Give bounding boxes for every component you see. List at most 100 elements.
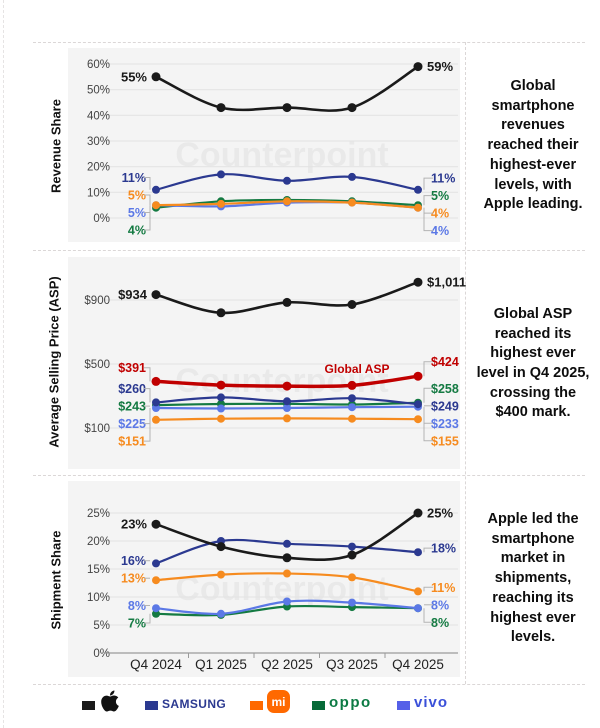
y-tick-label: 30% <box>87 136 110 148</box>
apple-start-label: 23% <box>121 517 147 532</box>
apple-point <box>151 290 161 300</box>
label-leader-line <box>423 387 433 403</box>
oppo-start-label: 4% <box>128 224 146 238</box>
samsung-point <box>283 397 291 406</box>
mi-point <box>414 415 422 424</box>
apple-point <box>282 553 292 563</box>
watermark: Counterpoint <box>175 136 388 174</box>
mi-start-label: $151 <box>118 435 146 449</box>
note-revenue: Global smartphone revenues reached their… <box>468 48 598 244</box>
vivo-point <box>152 604 160 613</box>
legend-oppo-swatch <box>312 701 325 710</box>
apple-point <box>151 72 161 82</box>
apple-point <box>413 508 423 518</box>
samsung-point <box>283 539 291 548</box>
mi-point <box>217 570 225 579</box>
apple-point <box>216 542 226 552</box>
apple-point <box>216 308 226 318</box>
label-leader-line <box>423 361 433 377</box>
apple-end-label: 25% <box>427 506 453 521</box>
mi-end-label: 4% <box>431 207 449 221</box>
oppo-start-label: 7% <box>128 616 146 630</box>
vivo-point <box>217 609 225 618</box>
legend-samsung-label: SAMSUNG <box>162 697 227 711</box>
mi-point <box>283 569 291 578</box>
divider-asp-shipment <box>33 475 585 476</box>
vivo-point <box>152 404 160 412</box>
vivo-start-label: 8% <box>128 599 146 613</box>
vivo-end-label: 8% <box>431 598 449 612</box>
x-tick-label: Q3 2025 <box>326 657 378 672</box>
samsung-point <box>283 176 291 185</box>
label-leader-line <box>144 613 151 624</box>
y-tick-label: 5% <box>93 620 110 632</box>
samsung-point <box>217 170 225 179</box>
apple-line <box>154 280 420 315</box>
apple-point <box>282 297 292 307</box>
shipment-share-panel <box>68 481 460 677</box>
mi-point <box>283 197 291 206</box>
global_asp-point <box>216 380 226 390</box>
y-tick-label: $100 <box>84 423 110 435</box>
apple-point <box>347 103 357 113</box>
samsung-point <box>152 559 160 568</box>
legend-vivo-label: vivo <box>414 694 449 711</box>
y-tick-label: 10% <box>87 592 110 604</box>
global_asp-end-label: $424 <box>431 355 459 369</box>
label-leader-line <box>423 207 433 232</box>
legend-oppo-label: oppo <box>329 694 372 711</box>
mi-point <box>414 203 422 212</box>
mi-point <box>152 201 160 210</box>
oppo-end-label: $258 <box>431 382 459 396</box>
mi-point <box>217 414 225 423</box>
mi-end-label: $155 <box>431 434 459 448</box>
label-leader-line <box>423 586 433 592</box>
revenue-share-chart: Counterpoint 0% 10% 20% 30% 40% 50% 60% 55% 59% 11… <box>87 59 458 238</box>
y-tick-label: $500 <box>84 359 110 371</box>
y-tick-label: 0% <box>93 213 110 225</box>
y-tick-label: 20% <box>87 162 110 174</box>
y-tick-label: 25% <box>87 508 110 520</box>
samsung-point <box>348 542 356 551</box>
label-leader-line <box>144 207 151 231</box>
apple-line <box>154 511 420 562</box>
y-tick-label: 40% <box>87 110 110 122</box>
mi-logo-icon: mi <box>267 690 290 713</box>
samsung-point <box>152 398 160 407</box>
label-leader-line <box>423 419 433 442</box>
label-leader-line <box>423 547 433 553</box>
bottom-dashed-divider <box>33 684 585 685</box>
top-dashed-divider <box>33 42 585 43</box>
samsung-end-label: $249 <box>431 399 459 413</box>
legend: SAMSUNG mi oppo vivo <box>0 688 600 720</box>
global-asp-annotation: Global ASP <box>325 362 390 376</box>
apple-point <box>347 550 357 560</box>
apple-point <box>151 519 161 529</box>
global_asp-point <box>282 381 292 391</box>
label-leader-line <box>144 419 151 442</box>
legend-samsung-swatch <box>145 701 158 710</box>
oppo-end-label: 5% <box>431 189 449 203</box>
samsung-point <box>348 394 356 403</box>
note-asp: Global ASP reached its highest ever leve… <box>468 258 598 470</box>
note-revenue-text: Global smartphone revenues reached their… <box>483 77 583 213</box>
vivo-point <box>217 404 225 413</box>
label-leader-line <box>423 177 433 190</box>
average-selling-price-asp--chart: Counterpoint $100 $500 $900 $934 $1,011 $391 $2… <box>84 275 466 449</box>
samsung-point <box>414 548 422 557</box>
mi-end-label: 11% <box>431 581 455 595</box>
label-leader-line <box>144 177 151 190</box>
oppo-point <box>152 609 160 618</box>
label-leader-line <box>144 367 151 382</box>
oppo-end-label: 8% <box>431 616 449 630</box>
x-tick-label: Q4 2024 <box>130 657 182 672</box>
vivo-point <box>283 597 291 606</box>
apple-point <box>282 103 292 113</box>
mi-point <box>152 415 160 424</box>
left-dashed-border <box>3 0 4 728</box>
apple-point <box>413 62 423 72</box>
mi-start-label: 5% <box>128 189 146 203</box>
